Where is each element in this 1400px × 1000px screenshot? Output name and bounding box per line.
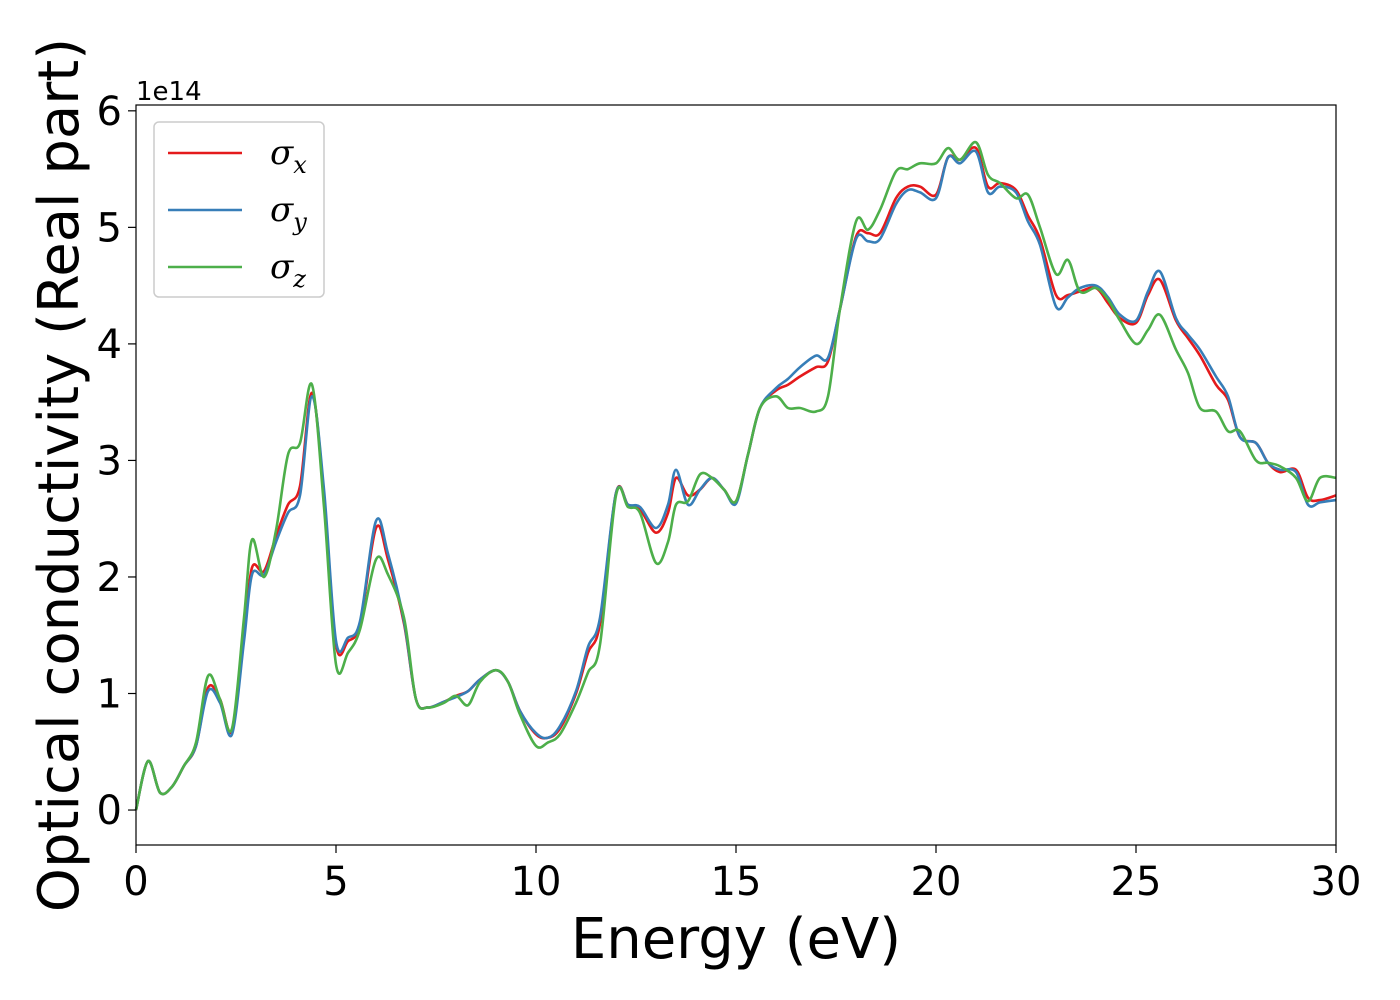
y-tick-label: 0: [97, 788, 122, 834]
y-axis-title: Optical conductivity (Real part): [27, 38, 92, 912]
x-tick-label: 0: [123, 859, 148, 905]
x-tick-label: 15: [711, 859, 762, 905]
y-tick-label: 2: [97, 555, 122, 601]
y-tick-label: 1: [97, 672, 122, 718]
series-lines: [134, 140, 1337, 811]
y-axis-ticks: 0 1 2 3 4 5 6: [97, 89, 136, 834]
y-tick-label: 6: [97, 89, 122, 135]
x-tick-label: 25: [1111, 859, 1162, 905]
x-tick-label: 30: [1311, 859, 1362, 905]
x-axis-ticks: 0 5 10 15 20 25 30: [123, 845, 1361, 905]
x-tick-label: 20: [911, 859, 962, 905]
x-tick-label: 5: [323, 859, 348, 905]
plot-area: [136, 105, 1336, 845]
series-line-z: [134, 140, 1337, 811]
y-tick-label: 3: [97, 438, 122, 484]
y-tick-label: 5: [97, 205, 122, 251]
y-offset-label: 1e14: [136, 77, 202, 107]
x-axis-title: Energy (eV): [571, 907, 901, 972]
y-tick-label: 4: [97, 322, 122, 368]
x-tick-label: 10: [511, 859, 562, 905]
